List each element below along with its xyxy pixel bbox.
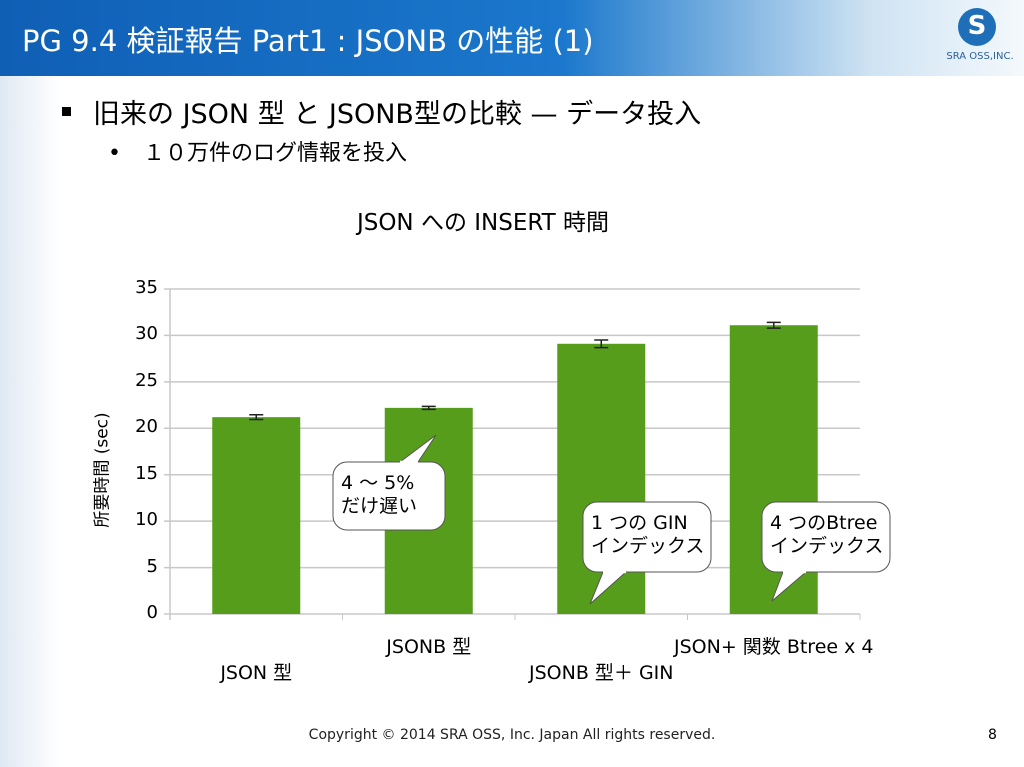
y-axis-label: 所要時間 (sec) xyxy=(92,412,113,528)
y-tick-label: 20 xyxy=(135,416,158,438)
bullet-sub: • １０万件のログ情報を投入 xyxy=(108,141,407,166)
square-bullet-icon xyxy=(62,107,71,116)
callout-line: インデックス xyxy=(770,535,884,557)
logo-icon: S xyxy=(958,8,996,46)
callout-text: 4 つのBtree インデックス xyxy=(770,512,883,558)
x-category-label: JSON 型 xyxy=(220,662,293,684)
chart-title: JSON への INSERT 時間 xyxy=(356,210,610,236)
callout-text: 4 ～ 5% だけ遅い xyxy=(341,472,417,518)
dot-bullet-icon: • xyxy=(108,141,121,166)
callout-text: 1 つの GIN インデックス xyxy=(591,512,704,558)
callout-line: 4 つのBtree xyxy=(770,512,878,534)
slide-title: PG 9.4 検証報告 Part1 : JSONB の性能 (1) xyxy=(22,24,594,58)
error-bar xyxy=(249,414,264,421)
error-bar xyxy=(421,405,436,411)
x-category-label: JSONB 型＋ GIN xyxy=(529,662,674,684)
background-fade xyxy=(0,75,60,767)
company-logo: S SRA OSS,INC. xyxy=(940,6,1020,70)
y-tick-label: 10 xyxy=(135,509,158,531)
y-tick-label: 25 xyxy=(135,369,158,391)
callout-line: 1 つの GIN xyxy=(591,512,688,534)
y-tick-label: 35 xyxy=(135,277,158,298)
callout-box xyxy=(582,501,712,573)
y-tick-label: 15 xyxy=(135,462,158,484)
callout-box xyxy=(761,501,891,573)
copyright: Copyright © 2014 SRA OSS, Inc. Japan All… xyxy=(308,727,716,743)
callout-line: 4 ～ 5% xyxy=(341,472,415,494)
x-category-label: JSONB 型 xyxy=(386,636,472,658)
y-tick-label: 30 xyxy=(135,323,158,345)
callout-line: だけ遅い xyxy=(341,495,418,517)
error-bar xyxy=(766,321,781,329)
y-tick-label: 5 xyxy=(146,555,158,577)
bullet-main: 旧来の JSON 型 と JSONB型の比較 — データ投入 xyxy=(62,92,701,131)
x-category-label: JSON+ 関数 Btree x 4 xyxy=(673,636,874,658)
callout-box xyxy=(332,461,446,531)
y-tick-label: 0 xyxy=(146,602,158,623)
slide-header: PG 9.4 検証報告 Part1 : JSONB の性能 (1) S SRA … xyxy=(0,0,1024,76)
bar xyxy=(212,417,301,614)
bar xyxy=(557,343,646,614)
callout-line: インデックス xyxy=(591,535,705,557)
error-bar xyxy=(594,339,609,349)
page-number: 8 xyxy=(988,727,997,743)
